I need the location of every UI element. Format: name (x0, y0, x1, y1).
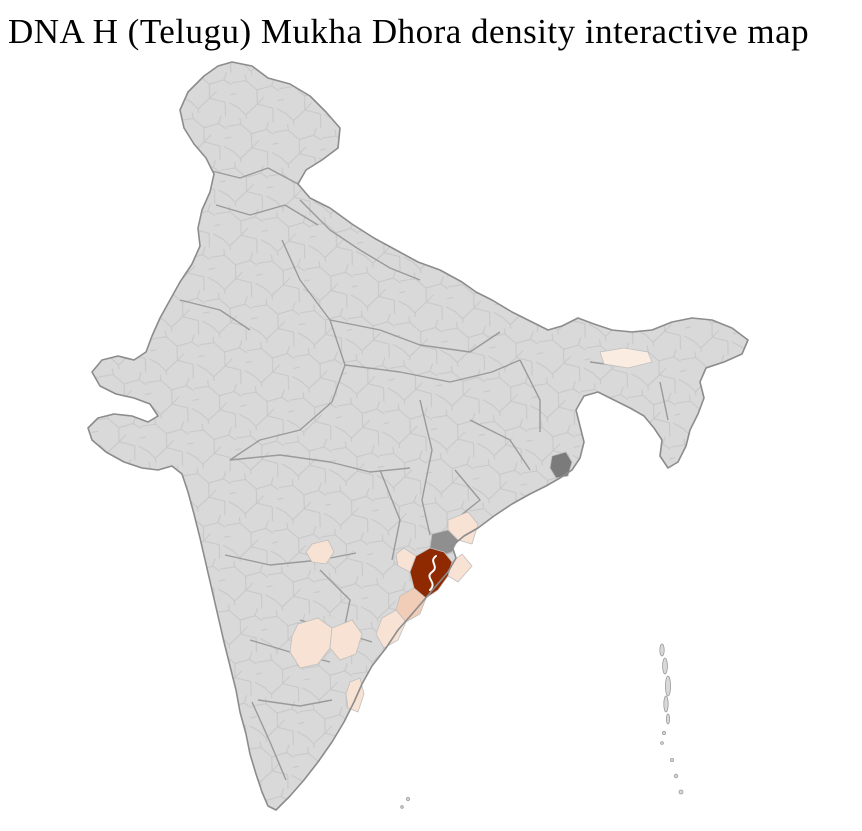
district-telangana[interactable] (305, 539, 335, 565)
district-northeast-belt[interactable] (599, 347, 653, 369)
india-outline (87, 61, 749, 811)
state-borders (179, 167, 669, 781)
selected-district-marker (428, 555, 437, 591)
district-hotspot-neighbor-west[interactable] (395, 547, 417, 573)
district-bengal-dark[interactable] (549, 451, 573, 479)
lakshadweep-islets (400, 797, 410, 809)
district-andhra-interior-east[interactable] (329, 619, 363, 661)
andaman-nicobar-islands (659, 643, 684, 795)
district-mesh (88, 62, 748, 810)
district-andhra-coastal-strip[interactable] (345, 677, 365, 713)
district-andhra-interior-west[interactable] (289, 617, 333, 669)
page-title: DNA H (Telugu) Mukha Dhora density inter… (8, 12, 810, 51)
